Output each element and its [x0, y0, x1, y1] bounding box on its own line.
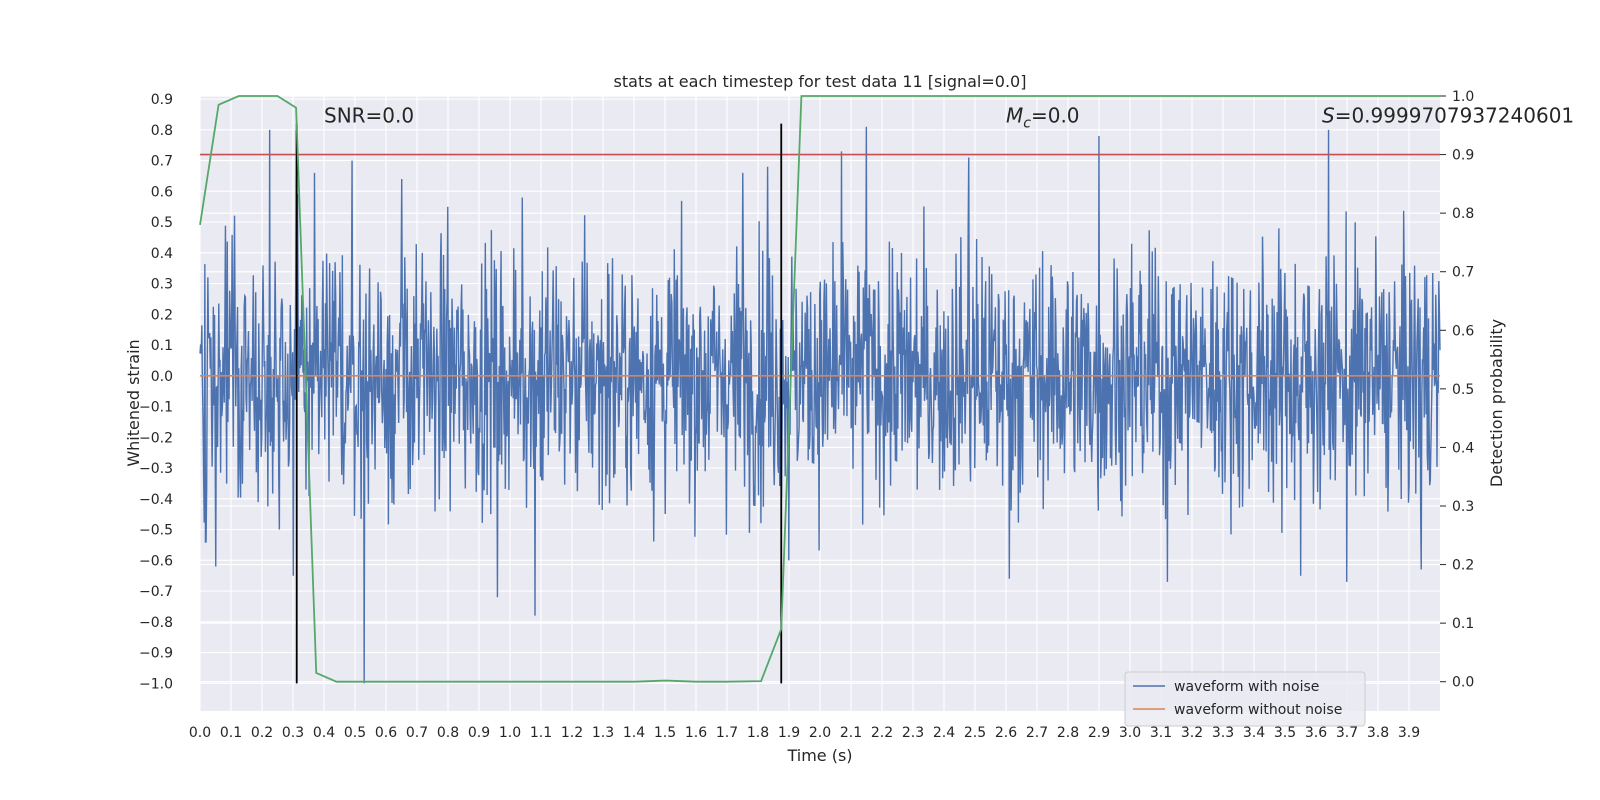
- x-tick-label-36: 3.6: [1305, 725, 1327, 741]
- annotations: SNR=0.0 Mc=0.0 S=0.9999707937240601: [324, 104, 1574, 132]
- x-tick-label-11: 1.1: [530, 725, 552, 741]
- vertical-markers: [295, 123, 783, 684]
- x-tick-label-1: 0.1: [220, 725, 242, 741]
- x-tick-label-5: 0.5: [344, 725, 366, 741]
- x-tick-label-38: 3.8: [1367, 725, 1389, 741]
- annotation-1: Mc=0.0: [1006, 104, 1080, 132]
- x-tick-label-16: 1.6: [685, 725, 707, 741]
- legend: waveform with noise waveform without noi…: [1124, 671, 1366, 727]
- y-left-tick-label-3: 0.6: [151, 184, 173, 200]
- y-right-tick-label-8: 0.8: [1452, 206, 1474, 222]
- y-left-axis-ticks: 0.9 0.8 0.7 0.6 0.5 0.4 0.3 0.2 0.1 0.0 −0.1 −0.2 −0…: [139, 92, 173, 692]
- x-tick-label-22: 2.2: [871, 725, 893, 741]
- series-detection-probability: [199, 95, 1440, 683]
- x-tick-label-0: 0.0: [189, 725, 211, 741]
- y-left-tick-label-17: −0.8: [139, 615, 173, 631]
- y-left-tick-label-18: −0.9: [139, 646, 173, 662]
- y-right-tick-label-1: 0.1: [1452, 616, 1474, 632]
- y-right-tick-label-9: 0.9: [1452, 148, 1474, 164]
- x-tick-label-12: 1.2: [561, 725, 583, 741]
- y-left-tick-label-7: 0.2: [151, 307, 173, 323]
- y-left-tick-label-10: −0.1: [139, 400, 173, 416]
- x-tick-label-34: 3.4: [1243, 725, 1265, 741]
- x-tick-label-9: 0.9: [468, 725, 490, 741]
- chart-title: stats at each timestep for test data 11 …: [614, 72, 1027, 91]
- y-left-tick-label-4: 0.5: [151, 215, 173, 231]
- y-right-tick-label-0: 0.0: [1452, 675, 1474, 691]
- x-tick-label-19: 1.9: [778, 725, 800, 741]
- x-tick-label-32: 3.2: [1181, 725, 1203, 741]
- x-tick-label-8: 0.8: [437, 725, 459, 741]
- x-tick-label-20: 2.0: [809, 725, 831, 741]
- y-right-tick-label-7: 0.7: [1452, 265, 1474, 281]
- x-tick-label-4: 0.4: [313, 725, 335, 741]
- x-tick-label-21: 2.1: [840, 725, 862, 741]
- y-left-tick-label-2: 0.7: [151, 154, 173, 170]
- x-tick-label-18: 1.8: [747, 725, 769, 741]
- y-left-tick-label-0: 0.9: [151, 92, 173, 108]
- y-left-tick-label-19: −1.0: [139, 676, 173, 692]
- line-detection-probability: [199, 95, 1440, 683]
- x-tick-label-3: 0.3: [282, 725, 304, 741]
- x-tick-label-6: 0.6: [375, 725, 397, 741]
- x-tick-label-39: 3.9: [1398, 725, 1420, 741]
- x-tick-label-13: 1.3: [592, 725, 614, 741]
- y-left-tick-label-5: 0.4: [151, 246, 173, 262]
- x-tick-label-28: 2.8: [1057, 725, 1079, 741]
- y-left-tick-label-6: 0.3: [151, 277, 173, 293]
- x-tick-label-37: 3.7: [1336, 725, 1358, 741]
- x-axis-ticks: 0.0 0.1 0.2 0.3 0.4 0.5 0.6 0.7 0.8 0.9 1.0 1.1 1.2 1…: [189, 725, 1420, 741]
- y-left-tick-label-14: −0.5: [139, 523, 173, 539]
- x-tick-label-30: 3.0: [1119, 725, 1141, 741]
- y-left-tick-label-16: −0.7: [139, 584, 173, 600]
- x-tick-label-17: 1.7: [716, 725, 738, 741]
- x-tick-label-10: 1.0: [499, 725, 521, 741]
- y-right-tick-label-2: 0.2: [1452, 558, 1474, 574]
- x-axis-label: Time (s): [786, 746, 852, 765]
- legend-label-noise: waveform with noise: [1174, 679, 1319, 695]
- legend-box: [1124, 671, 1366, 727]
- y-right-tick-label-10: 1.0: [1452, 89, 1474, 105]
- y-left-tick-label-8: 0.1: [151, 338, 173, 354]
- x-tick-label-29: 2.9: [1088, 725, 1110, 741]
- legend-label-clean: waveform without noise: [1174, 702, 1342, 718]
- line-waveform-with-noise: [199, 126, 1441, 684]
- y-right-axis-ticks: 0.0 0.1 0.2 0.3 0.4 0.5 0.6 0.7 0.8 0.9 1.0: [1440, 89, 1474, 691]
- y-right-tick-label-3: 0.3: [1452, 499, 1474, 515]
- x-tick-label-31: 3.1: [1150, 725, 1172, 741]
- x-tick-label-25: 2.5: [964, 725, 986, 741]
- y-left-tick-label-1: 0.8: [151, 123, 173, 139]
- x-tick-label-27: 2.7: [1026, 725, 1048, 741]
- x-tick-label-24: 2.4: [933, 725, 955, 741]
- x-tick-label-23: 2.3: [902, 725, 924, 741]
- x-tick-label-7: 0.7: [406, 725, 428, 741]
- y-left-tick-label-9: 0.0: [151, 369, 173, 385]
- x-tick-label-35: 3.5: [1274, 725, 1296, 741]
- x-tick-label-15: 1.5: [654, 725, 676, 741]
- annotation-0: SNR=0.0: [324, 104, 414, 128]
- y-left-tick-label-12: −0.3: [139, 461, 173, 477]
- y-right-tick-label-6: 0.6: [1452, 323, 1474, 339]
- y-left-tick-label-13: −0.4: [139, 492, 173, 508]
- y-right-tick-label-5: 0.5: [1452, 382, 1474, 398]
- y-right-axis-label: Detection probability: [1487, 319, 1506, 487]
- y-left-axis-label: Whitened strain: [124, 339, 143, 466]
- annotation-2: S=0.9999707937240601: [1322, 104, 1574, 128]
- y-left-tick-label-11: −0.2: [139, 430, 173, 446]
- x-tick-label-14: 1.4: [623, 725, 645, 741]
- y-right-tick-label-4: 0.4: [1452, 440, 1474, 456]
- series-waveform-with-noise: [199, 126, 1441, 684]
- x-tick-label-26: 2.6: [995, 725, 1017, 741]
- x-tick-label-2: 0.2: [251, 725, 273, 741]
- x-tick-label-33: 3.3: [1212, 725, 1234, 741]
- y-left-tick-label-15: −0.6: [139, 553, 173, 569]
